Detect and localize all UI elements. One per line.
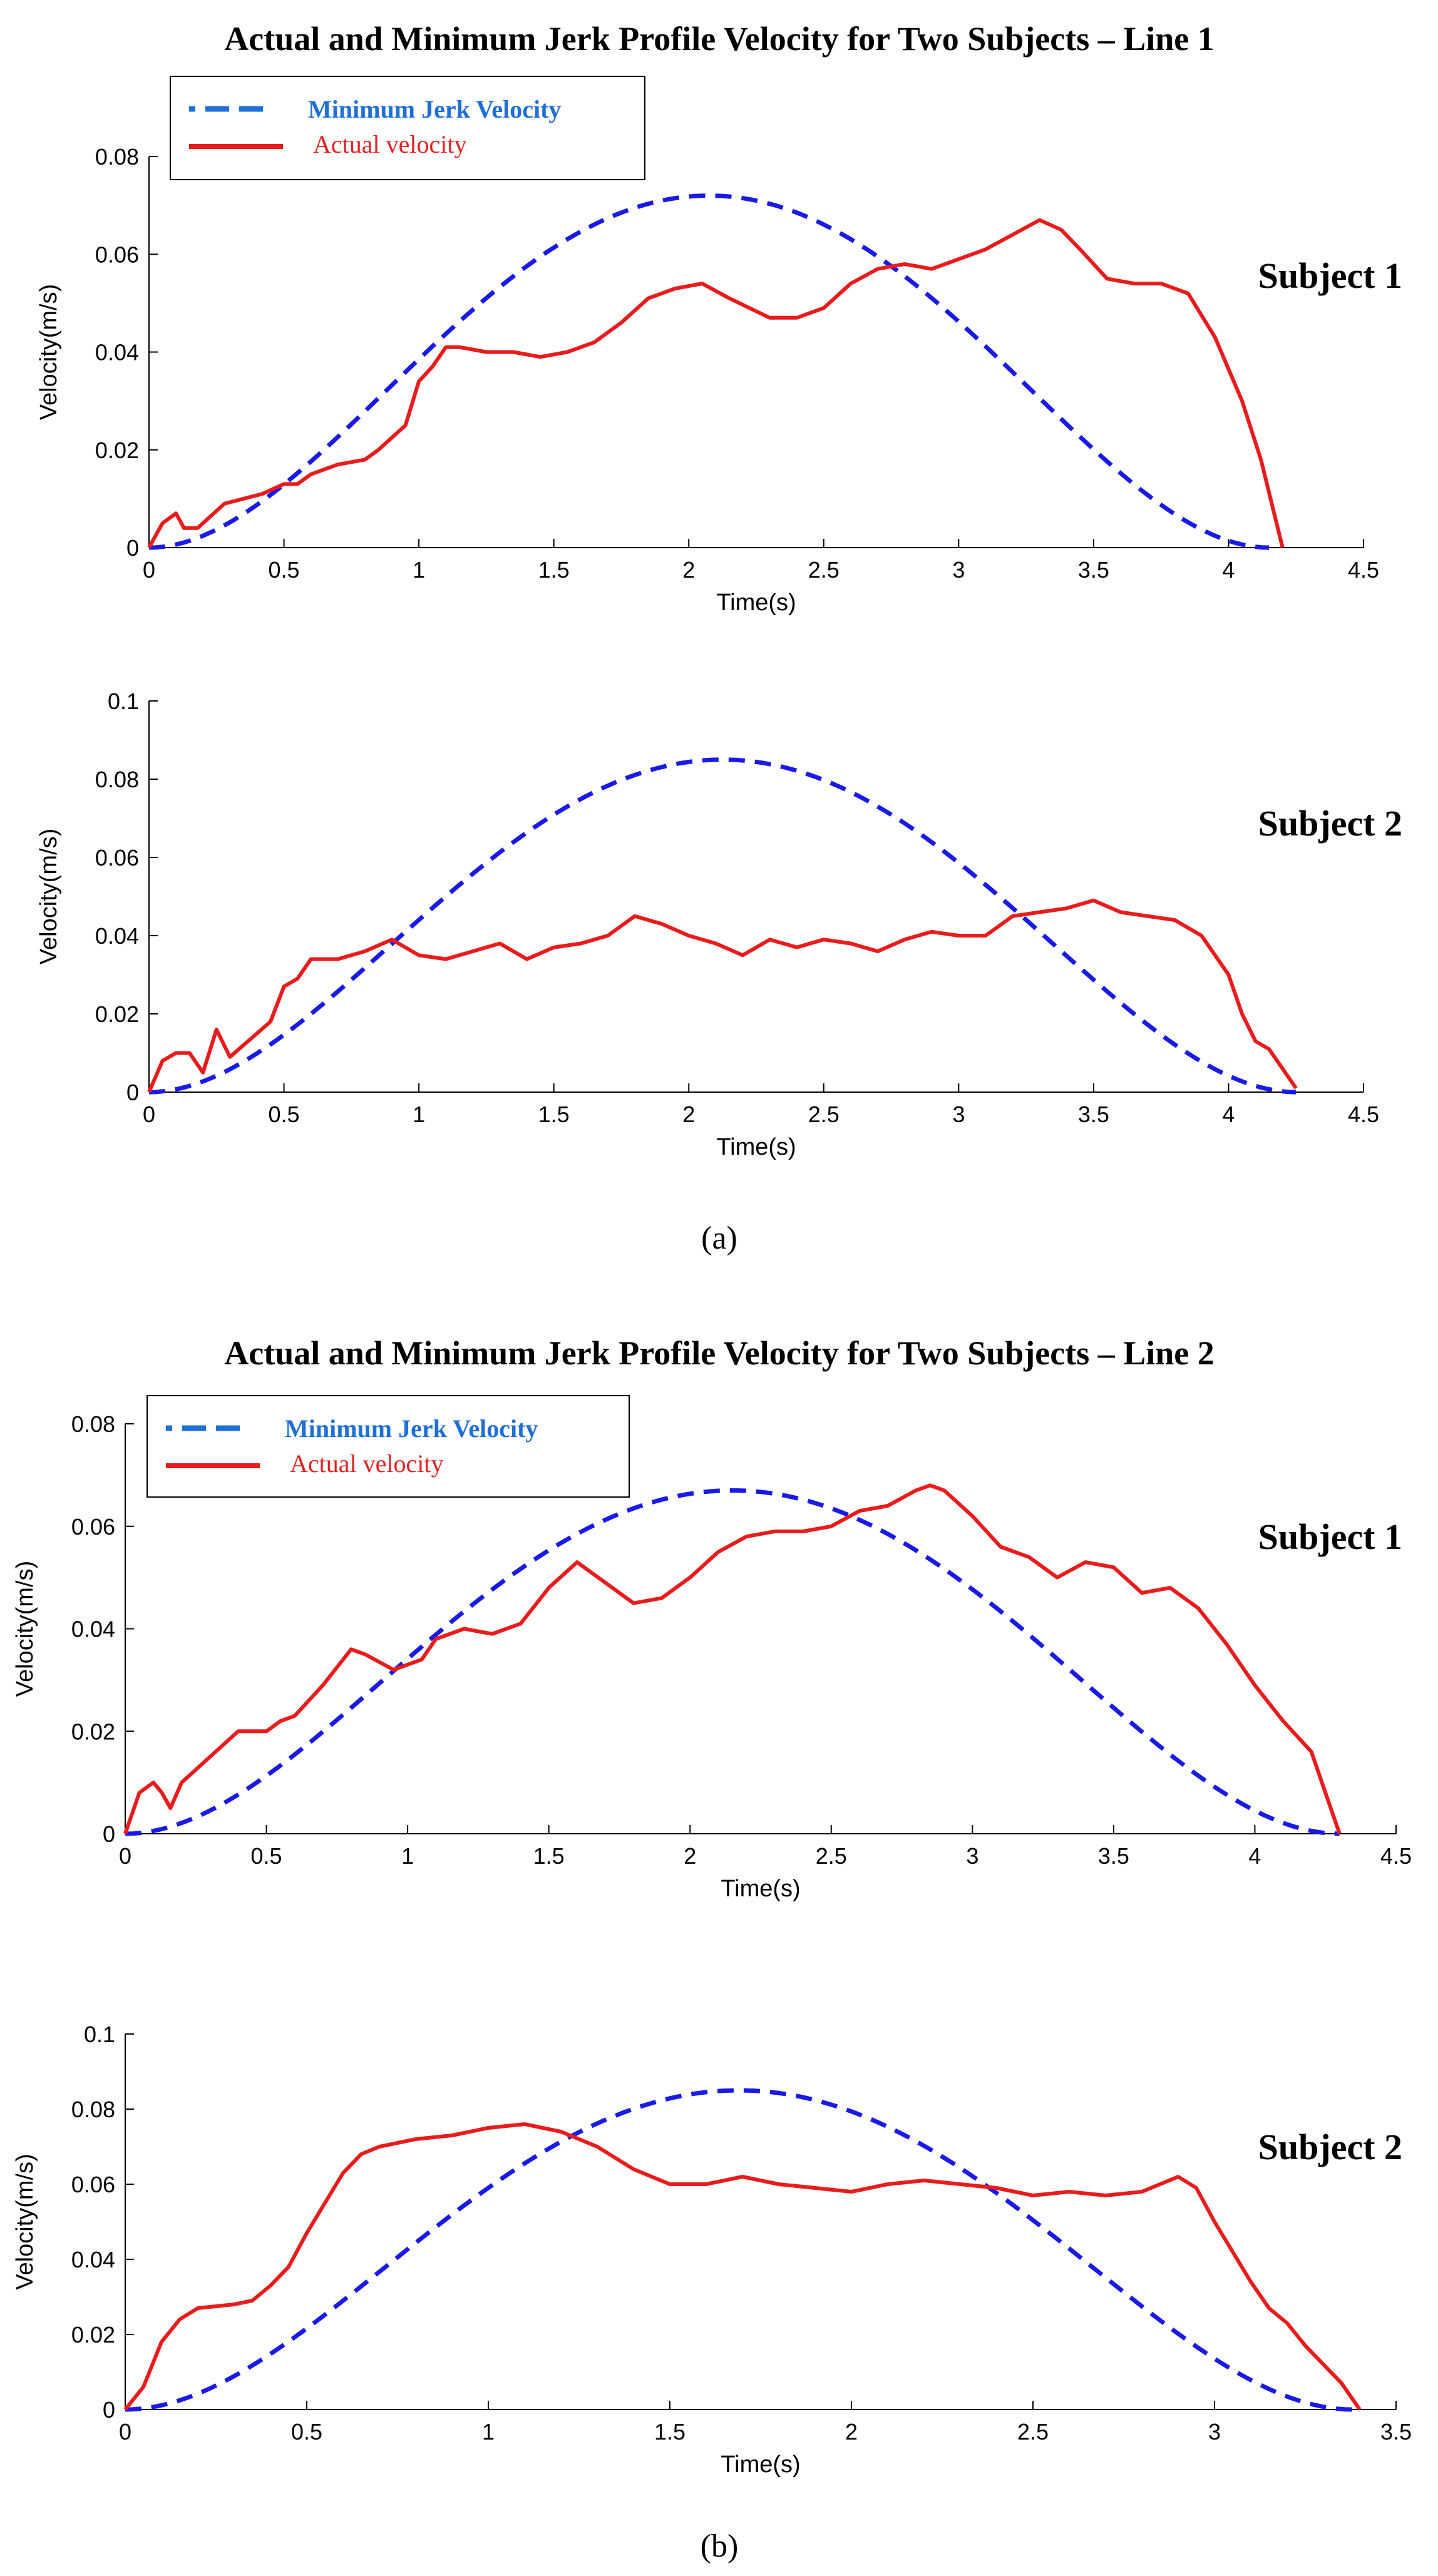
y-tick-label: 0.08 [71,1411,115,1437]
x-tick-label: 0 [119,2419,131,2445]
y-tick-label: 0.04 [71,2247,115,2272]
actual-velocity-line [123,1483,1342,1834]
x-tick-label: 2.5 [808,1101,840,1127]
subject-label: Subject 2 [1258,2127,1402,2167]
x-tick-label: 4.5 [1380,1843,1412,1869]
min-jerk-velocity-line [148,193,1270,550]
y-tick-label: 0.08 [95,144,139,170]
x-tick-label: 2.5 [808,557,840,583]
y-tick-label: 0.04 [95,340,139,365]
x-tick-label: 0 [143,1101,155,1127]
y-tick-label: 0.08 [71,2097,115,2122]
chart-line2-subject2: 0 0.5 1 1.5 2 2.5 3 3.5 0 0.02 0.04 0.06 0.08 0.1 Time… [12,2021,1412,2478]
legend-box [146,1395,630,1498]
x-tick-label: 3 [952,1101,965,1127]
chart-line1-subject1: 0 0.5 1 1.5 2 2.5 3 3.5 4 4.5 0 0.02 0.04 0.06 0.08 Tim… [36,76,1402,616]
x-tick-label: 4 [1222,1101,1235,1127]
y-tick-label: 0.06 [95,242,139,267]
y-tick-label: 0.04 [71,1617,115,1642]
x-tick-label: 1 [413,557,425,583]
actual-velocity-line [147,218,1285,549]
x-tick-label: 0.5 [269,557,300,583]
x-tick-label: 3 [1208,2419,1221,2445]
figure-title-b: Actual and Minimum Jerk Profile Velocity… [224,1334,1214,1372]
x-tick-label: 2 [682,1101,695,1127]
y-tick-label: 0.06 [71,1514,115,1540]
x-tick-label: 1.5 [538,557,570,583]
x-tick-label: 1.5 [654,2419,686,2445]
x-tick-label: 4 [1248,1843,1261,1869]
min-jerk-velocity-line [148,757,1297,1095]
legend-actual-label: Actual velocity [313,130,466,158]
chart-line2-subject1: 0 0.5 1 1.5 2 2.5 3 3.5 4 4.5 0 0.02 0.04 0.06 0.08 Tim… [12,1395,1412,1902]
caption-a: (a) [701,1220,737,1256]
x-tick-label: 4 [1222,557,1235,583]
y-tick-label: 0.06 [71,2172,115,2197]
x-tick-label: 0.5 [291,2419,322,2445]
x-tick-label: 1 [413,1101,425,1127]
y-tick-label: 0 [126,535,139,561]
min-jerk-velocity-line [125,1488,1340,1836]
y-tick-label: 0.1 [84,2021,115,2047]
x-tick-label: 3 [952,557,965,583]
x-tick-label: 3.5 [1380,2419,1412,2445]
x-tick-label: 2 [845,2419,858,2445]
x-tick-label: 1.5 [538,1101,570,1127]
chart-line1-subject2: 0 0.5 1 1.5 2 2.5 3 3.5 4 4.5 0 0.02 0.04 0.06 0.08 0.1… [36,688,1402,1160]
y-tick-label: 0.08 [95,767,139,792]
legend: Minimum Jerk Velocity Actual velocity [146,1395,630,1498]
x-tick-label: 2 [684,1843,696,1869]
y-tick-label: 0.02 [95,1001,139,1027]
x-tick-label: 3 [966,1843,978,1869]
x-tick-label: 0.5 [269,1101,300,1127]
x-tick-label: 1 [482,2419,495,2445]
figure-title-a: Actual and Minimum Jerk Profile Velocity… [224,20,1214,58]
x-tick-label: 4.5 [1348,557,1379,583]
x-tick-label: 0.5 [251,1843,282,1869]
x-tick-label: 0 [119,1843,131,1869]
x-tick-label: 2.5 [1017,2419,1049,2445]
y-tick-label: 0.02 [71,1719,115,1744]
y-tick-label: 0.02 [71,2322,115,2348]
subject-label: Subject 2 [1258,803,1402,844]
x-tick-label: 0 [143,557,155,583]
actual-velocity-line [147,898,1298,1093]
x-axis-label: Time(s) [716,590,796,616]
x-tick-label: 3.5 [1078,1101,1109,1127]
subject-label: Subject 1 [1258,1516,1402,1557]
legend-min-label: Minimum Jerk Velocity [285,1414,538,1443]
subject-label: Subject 1 [1258,255,1402,296]
x-tick-label: 4.5 [1348,1101,1379,1127]
x-tick-label: 3.5 [1078,557,1109,583]
x-tick-label: 2.5 [816,1843,847,1869]
y-tick-label: 0.04 [95,923,139,949]
x-axis-label: Time(s) [721,2451,800,2478]
x-tick-label: 2 [682,557,695,583]
y-tick-label: 0.1 [108,688,139,714]
legend-min-label: Minimum Jerk Velocity [308,95,561,123]
legend-box [170,76,645,180]
min-jerk-velocity-line [125,2088,1353,2412]
y-tick-label: 0 [126,1080,139,1105]
y-tick-label: 0.06 [95,845,139,871]
legend: Minimum Jerk Velocity Actual velocity [170,76,645,180]
y-tick-label: 0 [103,1821,115,1847]
y-axis-label: Velocity(m/s) [36,829,62,964]
actual-velocity-line [123,2122,1362,2411]
caption-b: (b) [701,2528,739,2564]
y-axis-label: Velocity(m/s) [12,2154,38,2289]
x-axis-label: Time(s) [716,1134,796,1160]
x-tick-label: 3.5 [1098,1843,1129,1869]
y-tick-label: 0.02 [95,437,139,463]
x-axis-label: Time(s) [721,1876,800,1902]
y-tick-label: 0 [103,2397,115,2423]
y-axis-label: Velocity(m/s) [12,1561,38,1697]
y-axis-label: Velocity(m/s) [36,284,62,420]
legend-actual-label: Actual velocity [290,1449,443,1478]
x-tick-label: 1 [401,1843,414,1869]
x-tick-label: 1.5 [533,1843,565,1869]
